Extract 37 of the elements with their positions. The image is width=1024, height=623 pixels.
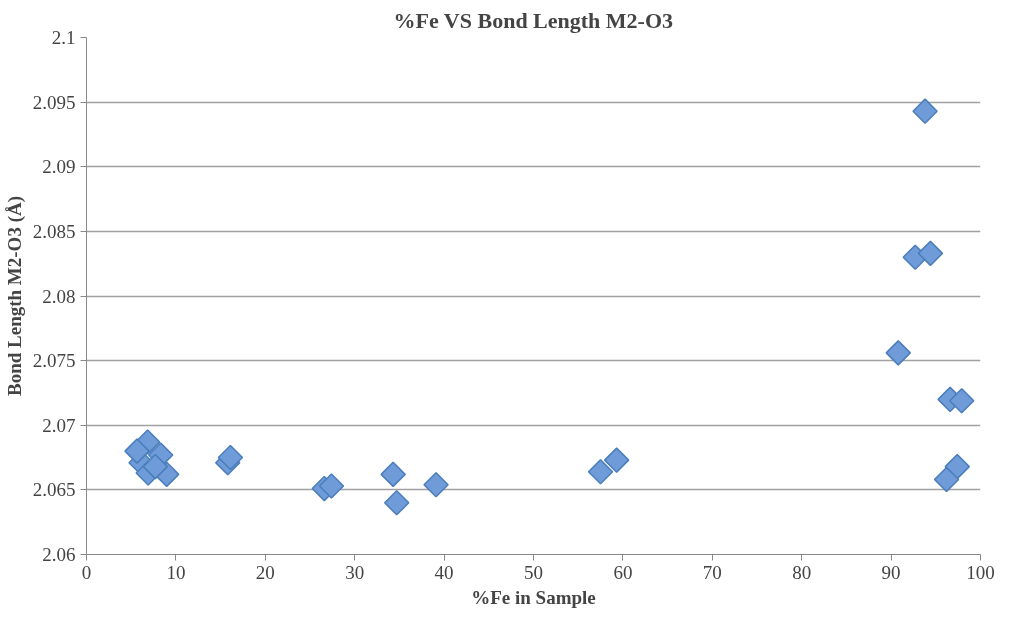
- point: [380, 461, 406, 488]
- point: [912, 98, 938, 124]
- y-tick-label: 2.09: [42, 156, 76, 178]
- y-tick-label: 2.07: [42, 414, 76, 436]
- point: [917, 240, 944, 267]
- x-tick-label: 100: [966, 561, 995, 583]
- point: [142, 453, 169, 480]
- point: [124, 438, 150, 464]
- point: [318, 473, 345, 499]
- x-axis-title: %Fe in Sample: [471, 586, 596, 608]
- y-tick-label: 2.065: [32, 479, 76, 501]
- y-tick-label: 2.075: [32, 350, 76, 372]
- point: [933, 466, 960, 493]
- y-tick-label: 2.085: [32, 220, 76, 242]
- x-tick-label: 40: [434, 561, 454, 583]
- x-tick-label: 50: [524, 561, 543, 583]
- point: [383, 490, 410, 516]
- x-tick-label: 10: [166, 561, 186, 583]
- point: [885, 340, 912, 366]
- chart-title: %Fe VS Bond Length M2-O3: [393, 7, 674, 33]
- y-tick-label: 2.08: [42, 285, 76, 307]
- point: [603, 447, 630, 473]
- point: [423, 471, 449, 498]
- y-tick-label: 2.1: [51, 27, 76, 48]
- y-tick-label: 2.06: [42, 544, 76, 565]
- x-tick-label: 70: [702, 561, 722, 583]
- y-axis-title: Bond Length M2-O3 (Å): [3, 195, 26, 397]
- x-tick-label: 20: [255, 561, 275, 583]
- x-tick-label: 90: [881, 561, 901, 583]
- y-tick-label: 2.095: [32, 91, 76, 113]
- point: [948, 387, 975, 414]
- x-tick-label: 30: [345, 561, 365, 583]
- x-tick-label: 0: [81, 561, 92, 583]
- point: [217, 444, 244, 471]
- x-tick-label: 60: [613, 561, 633, 583]
- x-tick-label: 80: [792, 561, 812, 583]
- point: [587, 459, 614, 485]
